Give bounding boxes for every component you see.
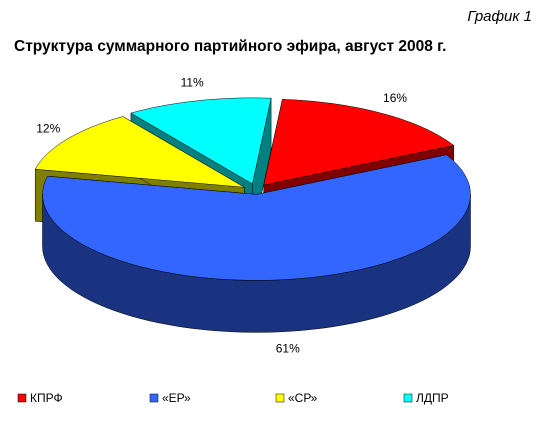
annotation: График 1 bbox=[467, 8, 532, 25]
legend-item: «ЕР» bbox=[149, 391, 191, 405]
data-label: 12% bbox=[36, 122, 60, 136]
legend-label: «СР» bbox=[288, 391, 318, 405]
legend-label: КПРФ bbox=[30, 391, 63, 405]
chart-title: Структура суммарного партийного эфира, а… bbox=[14, 38, 446, 55]
data-label: 11% bbox=[181, 76, 204, 90]
legend-label: ЛДПР bbox=[416, 391, 449, 405]
legend-item: ЛДПР bbox=[403, 391, 449, 405]
legend-swatch bbox=[149, 393, 159, 403]
slice bbox=[130, 97, 272, 185]
legend-swatch bbox=[17, 393, 27, 403]
legend-swatch bbox=[403, 393, 413, 403]
legend-item: КПРФ bbox=[17, 391, 63, 405]
slice bbox=[34, 116, 245, 188]
data-label: 16% bbox=[383, 91, 407, 105]
slice bbox=[263, 99, 455, 186]
legend-swatch bbox=[275, 393, 285, 403]
legend-label: «ЕР» bbox=[162, 391, 191, 405]
slice bbox=[42, 154, 471, 281]
legend-item: «СР» bbox=[275, 391, 318, 405]
data-label: 61% bbox=[276, 342, 300, 356]
